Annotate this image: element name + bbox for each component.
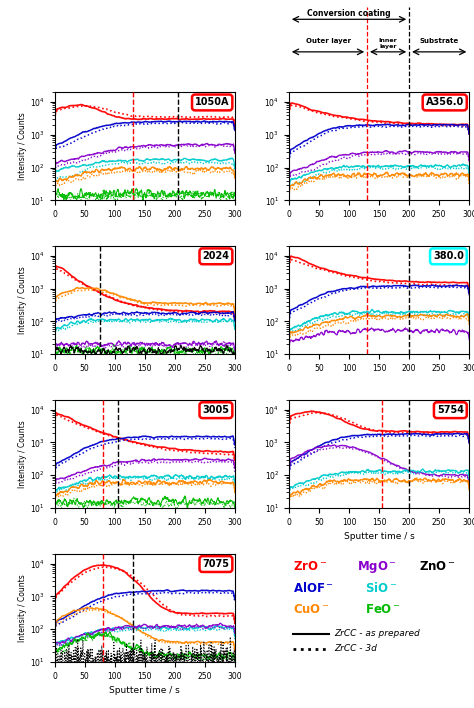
Y-axis label: Intensity / Counts: Intensity / Counts (18, 574, 27, 641)
Text: ZrCC - as prepared: ZrCC - as prepared (334, 629, 420, 639)
Text: Conversion coating: Conversion coating (307, 8, 391, 18)
Text: 1050A: 1050A (195, 98, 229, 108)
Y-axis label: Intensity / Counts: Intensity / Counts (18, 266, 27, 334)
Text: MgO$^-$: MgO$^-$ (357, 559, 397, 575)
Text: SiO$^-$: SiO$^-$ (365, 581, 397, 595)
Text: A356.0: A356.0 (426, 98, 464, 108)
Text: AlOF$^-$: AlOF$^-$ (292, 581, 333, 595)
Text: ZrCC - 3d: ZrCC - 3d (334, 644, 377, 653)
Text: 7075: 7075 (202, 559, 229, 569)
Text: CuO$^-$: CuO$^-$ (292, 603, 329, 617)
Text: 3005: 3005 (202, 405, 229, 415)
Y-axis label: Intensity / Counts: Intensity / Counts (18, 113, 27, 180)
Text: Inner
layer: Inner layer (379, 38, 398, 49)
Text: ZrO$^-$: ZrO$^-$ (292, 560, 327, 573)
Text: Outer layer: Outer layer (306, 38, 350, 44)
X-axis label: Sputter time / s: Sputter time / s (109, 686, 180, 695)
Text: 2024: 2024 (202, 251, 229, 261)
Text: 380.0: 380.0 (433, 251, 464, 261)
Text: Substrate: Substrate (419, 38, 459, 44)
Y-axis label: Intensity / Counts: Intensity / Counts (18, 420, 27, 488)
Text: 5754: 5754 (437, 405, 464, 415)
Text: ZnO$^-$: ZnO$^-$ (419, 560, 456, 573)
Text: FeO$^-$: FeO$^-$ (365, 603, 401, 617)
X-axis label: Sputter time / s: Sputter time / s (344, 532, 414, 542)
